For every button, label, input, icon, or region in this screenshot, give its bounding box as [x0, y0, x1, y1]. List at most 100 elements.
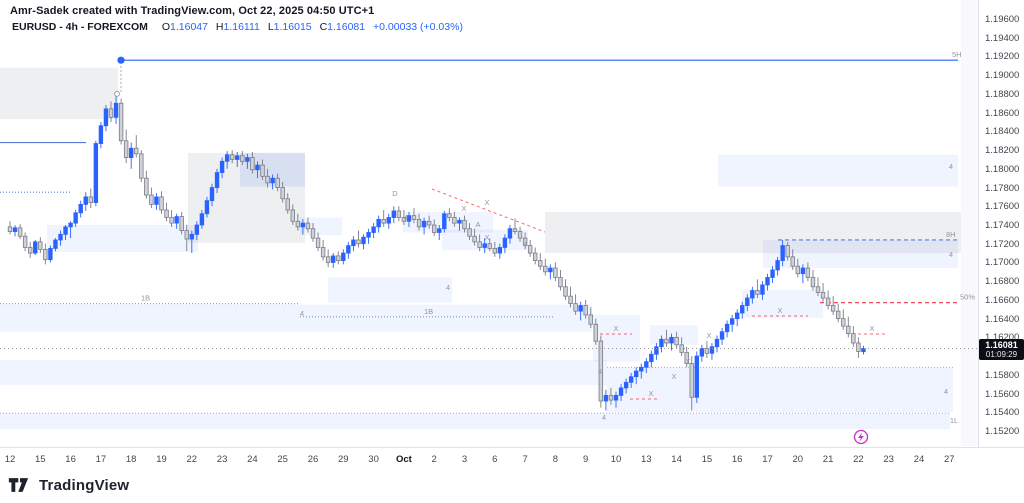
- time-axis-label: 6: [492, 454, 498, 465]
- price-zone-blue[interactable]: [403, 211, 493, 233]
- candle-down: [462, 219, 467, 230]
- candle-up: [68, 222, 73, 228]
- candle-down: [472, 235, 477, 243]
- candle-down: [426, 220, 432, 226]
- future-area: [961, 0, 978, 446]
- price-zone-gray[interactable]: [0, 67, 118, 120]
- legend-open-value: 1.16047: [170, 21, 208, 33]
- chart-annotation-label: X: [484, 233, 489, 242]
- candle-up: [765, 277, 770, 286]
- candle-up: [63, 226, 68, 235]
- ray-label: 1B: [141, 294, 150, 303]
- time-axis-label: 21: [822, 454, 834, 465]
- price-axis-label: 1.16800: [985, 276, 1020, 288]
- price-axis-label: 1.17600: [985, 201, 1020, 213]
- price-zone-blue[interactable]: [300, 217, 342, 236]
- candle-down: [593, 323, 598, 342]
- candle-down: [260, 164, 265, 177]
- price-axis-label: 1.15600: [985, 388, 1020, 400]
- candle-up: [351, 239, 356, 246]
- chart-annotation-label: X: [777, 306, 782, 315]
- pattern-trendline[interactable]: [431, 188, 546, 233]
- price-zone-gray[interactable]: [188, 152, 305, 243]
- chart-attribution: Amr-Sadek created with TradingView.com, …: [10, 5, 375, 17]
- tradingview-logo-icon[interactable]: [8, 476, 32, 494]
- candle-down: [512, 228, 518, 232]
- legend-change-value: +0.00033 (+0.03%): [373, 21, 463, 33]
- candle-up: [219, 160, 225, 173]
- candle-up: [618, 387, 624, 396]
- price-zone-blue[interactable]: [0, 413, 950, 430]
- candle-down: [568, 295, 573, 305]
- price-zone-gray[interactable]: [545, 211, 961, 254]
- symbol-legend[interactable]: EURUSD - 4h - FOREXCOM O1.16047 H1.16111…: [12, 21, 463, 33]
- time-axis-label: 18: [125, 454, 137, 465]
- candle-down: [846, 325, 851, 335]
- price-zone-blue[interactable]: [0, 304, 592, 332]
- ray-label: 5H: [952, 50, 962, 59]
- price-axis-label: 1.19400: [985, 32, 1020, 44]
- candle-down: [275, 177, 280, 188]
- time-axis-label: 15: [35, 454, 46, 465]
- anchor-ring[interactable]: [114, 91, 120, 97]
- time-axis-label: 20: [792, 454, 804, 465]
- price-axis-label: 1.18200: [985, 145, 1020, 157]
- time-axis-label: 12: [4, 454, 16, 465]
- candle-down: [22, 235, 28, 248]
- candle-down: [598, 340, 604, 402]
- time-axis-label: 22: [853, 454, 864, 465]
- time-axis-label: 24: [247, 454, 258, 465]
- time-axis-label: 24: [913, 454, 925, 465]
- price-zone-blue[interactable]: [718, 154, 958, 187]
- price-zone-blue[interactable]: [763, 239, 958, 269]
- candle-down: [144, 177, 149, 196]
- price-zone-blue[interactable]: [47, 225, 198, 253]
- candle-up: [154, 196, 159, 205]
- candle-down: [825, 297, 831, 306]
- price-axis-label: 1.17800: [985, 182, 1020, 194]
- legend-high-value: 1.16111: [223, 21, 260, 33]
- time-axis-label: 23: [883, 454, 894, 465]
- candle-up: [98, 125, 104, 144]
- price-zone-blue[interactable]: [650, 325, 698, 345]
- chart-annotation-label: X: [706, 331, 711, 340]
- candle-up: [391, 210, 396, 218]
- candle-down: [836, 310, 841, 320]
- candle-down: [17, 227, 23, 237]
- time-axis-label: 22: [186, 454, 198, 465]
- candle-down: [38, 241, 43, 250]
- tradingview-logo-text[interactable]: TradingView: [39, 476, 130, 494]
- chart-annotation-label: X: [869, 324, 874, 333]
- candle-down: [487, 243, 492, 249]
- time-axis[interactable]: 12 15 16 17 18 19 22 23 24 25 26 29 30 Oct 2 3 6 7 8 9 10 13 1…: [0, 447, 1024, 473]
- time-axis-label: 3: [461, 454, 468, 465]
- candle-down: [381, 218, 386, 224]
- candle-down: [149, 194, 154, 205]
- price-zone-blue[interactable]: [607, 367, 953, 413]
- price-axis-label: 1.18600: [985, 107, 1020, 119]
- time-axis-label: 17: [762, 454, 773, 465]
- candle-up: [270, 177, 275, 184]
- legend-symbol-title[interactable]: EURUSD - 4h - FOREXCOM: [12, 21, 148, 33]
- candle-up: [346, 245, 351, 254]
- price-axis[interactable]: 1.19600 1.19400 1.19200 1.19000 1.18800 1.186…: [978, 0, 1024, 447]
- anchor-dot[interactable]: [117, 56, 125, 64]
- candle-down: [851, 333, 856, 344]
- chart-annotation-label: X: [671, 372, 676, 381]
- candle-up: [714, 338, 720, 348]
- candle-up: [128, 147, 134, 158]
- candle-up: [421, 220, 427, 228]
- candle-down: [184, 230, 189, 240]
- candle-down: [755, 290, 760, 295]
- candle-down: [280, 187, 285, 200]
- ray-label: 8H: [946, 230, 956, 239]
- price-zone-blue[interactable]: [328, 277, 452, 303]
- legend-close-label: C: [319, 21, 328, 33]
- price-zone-blue[interactable]: [0, 359, 607, 386]
- candle-up: [406, 215, 412, 222]
- candle-up: [628, 376, 634, 383]
- time-axis-label: 19: [156, 454, 167, 465]
- candle-up: [386, 217, 391, 224]
- candle-up: [775, 260, 780, 271]
